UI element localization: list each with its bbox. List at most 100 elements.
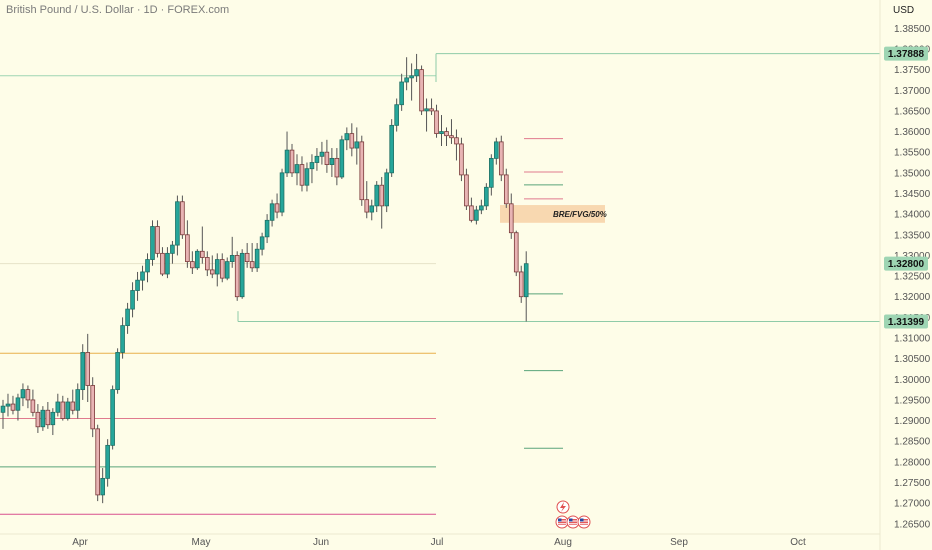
- candle-body[interactable]: [125, 308, 130, 327]
- us-flag-icon[interactable]: [577, 515, 591, 529]
- candle-body[interactable]: [65, 401, 71, 419]
- candle-body[interactable]: [35, 411, 41, 428]
- candle-body[interactable]: [195, 250, 200, 269]
- price-label[interactable]: 1.32800: [888, 259, 925, 270]
- price-label[interactable]: 1.37888: [888, 49, 925, 60]
- candle-body[interactable]: [140, 271, 145, 281]
- lightning-icon[interactable]: [556, 500, 570, 514]
- candle-body[interactable]: [55, 401, 61, 413]
- candle-body[interactable]: [95, 428, 100, 496]
- candle-body[interactable]: [284, 149, 290, 174]
- candle-body[interactable]: [459, 143, 464, 176]
- candle-body[interactable]: [224, 261, 230, 279]
- us-flag-icon[interactable]: [566, 515, 580, 529]
- candle-body[interactable]: [135, 279, 140, 291]
- candle-body[interactable]: [349, 133, 355, 149]
- candle-body[interactable]: [339, 139, 345, 178]
- candle-body[interactable]: [369, 205, 375, 213]
- candle-body[interactable]: [115, 352, 120, 391]
- candle-body[interactable]: [30, 399, 36, 413]
- candle-body[interactable]: [259, 236, 265, 250]
- candle-body[interactable]: [404, 77, 409, 83]
- candle-body[interactable]: [474, 209, 479, 221]
- candle-body[interactable]: [399, 81, 404, 106]
- candle-body[interactable]: [498, 141, 504, 176]
- candle-body[interactable]: [10, 403, 16, 411]
- candle-body[interactable]: [294, 164, 300, 174]
- candle-body[interactable]: [484, 186, 489, 207]
- candle-body[interactable]: [80, 352, 86, 391]
- candle-body[interactable]: [518, 271, 524, 298]
- candle-body[interactable]: [45, 409, 51, 426]
- candle-body[interactable]: [60, 401, 66, 419]
- candle-body[interactable]: [274, 203, 280, 213]
- candle-body[interactable]: [329, 157, 335, 165]
- candle-body[interactable]: [269, 203, 275, 221]
- candle-body[interactable]: [354, 141, 360, 149]
- candle-body[interactable]: [319, 151, 325, 157]
- candle-body[interactable]: [469, 205, 474, 221]
- candle-body[interactable]: [110, 389, 115, 446]
- candle-body[interactable]: [40, 409, 46, 428]
- candle-body[interactable]: [304, 168, 310, 186]
- candle-body[interactable]: [165, 252, 170, 275]
- candle-body[interactable]: [170, 244, 175, 254]
- candle-body[interactable]: [429, 108, 434, 112]
- candle-body[interactable]: [105, 444, 110, 479]
- candle-body[interactable]: [464, 174, 469, 207]
- candle-body[interactable]: [523, 263, 529, 298]
- candle-body[interactable]: [379, 184, 385, 207]
- candle-body[interactable]: [229, 255, 235, 263]
- candle-body[interactable]: [5, 403, 11, 407]
- candle-body[interactable]: [384, 172, 389, 207]
- candle-body[interactable]: [0, 405, 6, 413]
- price-label[interactable]: 1.31399: [888, 317, 925, 328]
- candle-body[interactable]: [503, 174, 509, 205]
- currency-label[interactable]: USD: [893, 5, 915, 16]
- candle-body[interactable]: [314, 155, 320, 163]
- candle-body[interactable]: [364, 199, 370, 213]
- candle-body[interactable]: [200, 250, 205, 258]
- candle-body[interactable]: [424, 108, 429, 112]
- candle-body[interactable]: [449, 135, 454, 139]
- candle-body[interactable]: [15, 397, 21, 411]
- candle-body[interactable]: [20, 389, 26, 399]
- candle-body[interactable]: [150, 226, 155, 260]
- candle-body[interactable]: [25, 389, 31, 401]
- candle-body[interactable]: [394, 104, 399, 126]
- candle-body[interactable]: [70, 401, 76, 411]
- candle-body[interactable]: [409, 75, 414, 79]
- us-flag-icon[interactable]: [555, 515, 569, 529]
- candle-body[interactable]: [309, 162, 315, 170]
- candle-body[interactable]: [50, 411, 56, 426]
- candle-body[interactable]: [219, 259, 225, 279]
- candle-body[interactable]: [414, 69, 419, 77]
- candle-body[interactable]: [344, 133, 350, 141]
- candle-body[interactable]: [234, 255, 240, 298]
- candle-body[interactable]: [279, 172, 285, 213]
- candle-body[interactable]: [205, 257, 210, 271]
- candle-body[interactable]: [494, 141, 499, 159]
- candle-body[interactable]: [454, 137, 459, 145]
- candle-body[interactable]: [209, 269, 215, 275]
- candle-body[interactable]: [508, 203, 514, 234]
- candle-body[interactable]: [299, 164, 305, 186]
- candle-body[interactable]: [254, 248, 260, 269]
- candle-body[interactable]: [489, 157, 494, 188]
- candle-body[interactable]: [180, 201, 185, 236]
- candle-body[interactable]: [324, 151, 330, 165]
- candle-body[interactable]: [120, 325, 125, 353]
- candle-body[interactable]: [249, 261, 255, 269]
- candle-body[interactable]: [434, 110, 439, 135]
- candle-body[interactable]: [244, 252, 250, 263]
- candle-body[interactable]: [90, 385, 95, 430]
- candle-body[interactable]: [359, 141, 365, 201]
- candle-body[interactable]: [289, 149, 295, 174]
- candle-body[interactable]: [145, 259, 150, 273]
- fvg-zone[interactable]: [500, 205, 605, 223]
- candle-body[interactable]: [160, 252, 165, 275]
- candle-body[interactable]: [130, 290, 135, 310]
- candle-body[interactable]: [334, 157, 340, 178]
- candle-body[interactable]: [185, 234, 190, 263]
